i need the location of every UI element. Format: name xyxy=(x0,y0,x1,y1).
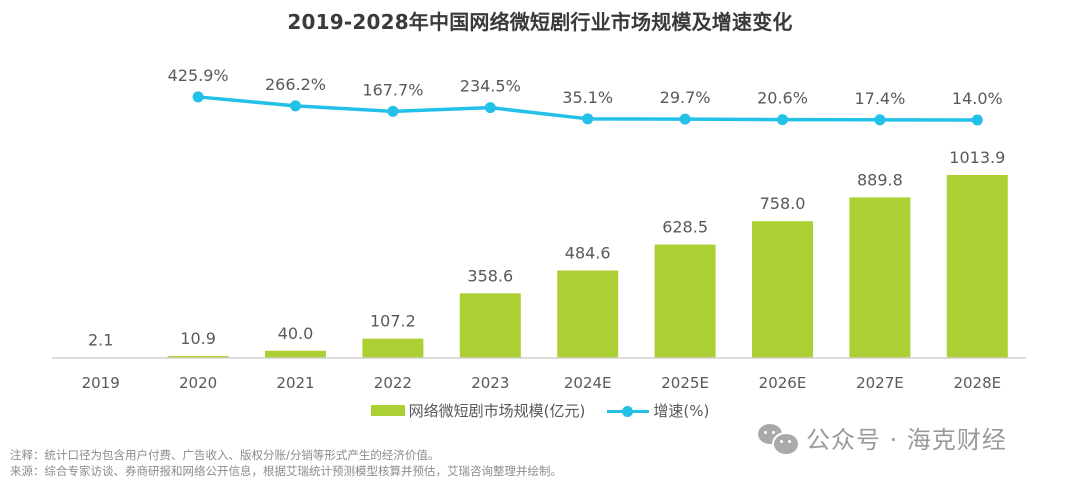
growth-value-label: 35.1% xyxy=(562,88,613,107)
growth-value-label: 425.9% xyxy=(168,66,229,85)
bar-2026E xyxy=(752,221,813,358)
growth-point xyxy=(777,114,788,126)
bar-value-label: 107.2 xyxy=(370,312,416,331)
bar-2023 xyxy=(459,293,521,358)
chart-plot: 2.1 10.9 40.0 107.2 358.6 484.6 628.5 758.0 889.… xyxy=(52,66,1026,392)
bar-value-label: 10.9 xyxy=(180,329,216,348)
bar-2025E xyxy=(654,244,716,358)
watermark: 公众号 · 海克财经 xyxy=(758,420,1007,456)
wechat-icon xyxy=(758,422,800,456)
x-tick-label: 2028E xyxy=(953,374,1001,392)
source-text: 来源：综合专家访谈、券商研报和网络公开信息，根据艾瑞统计预测模型核算并预估，艾瑞… xyxy=(10,464,562,478)
bar-value-label: 484.6 xyxy=(565,244,611,263)
bar-2028E xyxy=(946,175,1008,358)
x-tick-label: 2020 xyxy=(179,374,217,392)
growth-labels-layer: 425.9% 266.2% 167.7% 234.5% 35.1% 29.7% 20.6% 1… xyxy=(168,66,1003,108)
bars-layer xyxy=(70,175,1008,359)
growth-point xyxy=(484,102,496,114)
x-tick-label: 2023 xyxy=(471,374,509,392)
legend-item-market-size[interactable]: 网络微短剧市场规模(亿元) xyxy=(370,400,586,421)
growth-point xyxy=(874,114,886,126)
legend-line-swatch xyxy=(607,404,650,418)
growth-value-label: 14.0% xyxy=(952,89,1003,108)
growth-point xyxy=(582,113,594,125)
growth-value-label: 17.4% xyxy=(854,89,905,108)
legend: 网络微短剧市场规模(亿元) 增速(%) xyxy=(0,400,1080,421)
legend-bar-swatch xyxy=(370,405,405,416)
legend-label-market-size: 网络微短剧市场规模(亿元) xyxy=(408,402,586,420)
growth-value-label: 266.2% xyxy=(265,75,326,94)
bar-value-label: 40.0 xyxy=(278,324,314,343)
bar-2024E xyxy=(557,270,619,358)
bar-value-label: 2.1 xyxy=(88,331,113,350)
growth-point xyxy=(971,114,983,126)
watermark-text: 公众号 · 海克财经 xyxy=(806,426,1007,454)
legend-label-growth: 增速(%) xyxy=(653,402,710,420)
x-tick-label: 2022 xyxy=(374,374,412,392)
bar-value-label: 628.5 xyxy=(662,218,708,237)
x-tick-label: 2026E xyxy=(759,374,807,392)
growth-value-label: 29.7% xyxy=(660,88,711,107)
growth-point xyxy=(387,105,399,117)
growth-value-label: 234.5% xyxy=(460,77,521,96)
bar-labels-layer: 2.1 10.9 40.0 107.2 358.6 484.6 628.5 758.0 889.… xyxy=(88,148,1005,350)
bar-2020 xyxy=(167,356,229,358)
bar-2021 xyxy=(265,350,326,358)
bar-value-label: 358.6 xyxy=(467,266,513,285)
x-tick-label: 2027E xyxy=(856,374,904,392)
footnotes: 注释：统计口径为包含用户付费、广告收入、版权分账/分销等形式产生的经济价值。 来… xyxy=(10,447,562,479)
bar-2022 xyxy=(362,338,424,358)
growth-line-layer xyxy=(192,91,983,126)
bar-value-label: 889.8 xyxy=(857,170,903,189)
bar-2027E xyxy=(849,197,911,358)
note-text: 注释：统计口径为包含用户付费、广告收入、版权分账/分销等形式产生的经济价值。 xyxy=(10,448,440,462)
bar-value-label: 758.0 xyxy=(760,194,806,213)
growth-point xyxy=(290,100,301,112)
growth-point xyxy=(192,91,204,103)
legend-item-growth[interactable]: 增速(%) xyxy=(607,400,709,421)
growth-value-label: 167.7% xyxy=(362,80,423,99)
x-tick-label: 2024E xyxy=(564,374,612,392)
x-tick-labels: 2019 2020 2021 2022 2023 2024E 2025E 2026E 2027E… xyxy=(82,374,1002,392)
growth-value-label: 20.6% xyxy=(757,89,808,108)
x-tick-label: 2025E xyxy=(661,374,709,392)
bar-value-label: 1013.9 xyxy=(949,148,1005,167)
growth-point xyxy=(679,113,691,125)
x-tick-label: 2021 xyxy=(276,374,314,392)
x-tick-label: 2019 xyxy=(82,374,120,392)
chart-title: 2019-2028年中国网络微短剧行业市场规模及增速变化 xyxy=(287,10,793,34)
